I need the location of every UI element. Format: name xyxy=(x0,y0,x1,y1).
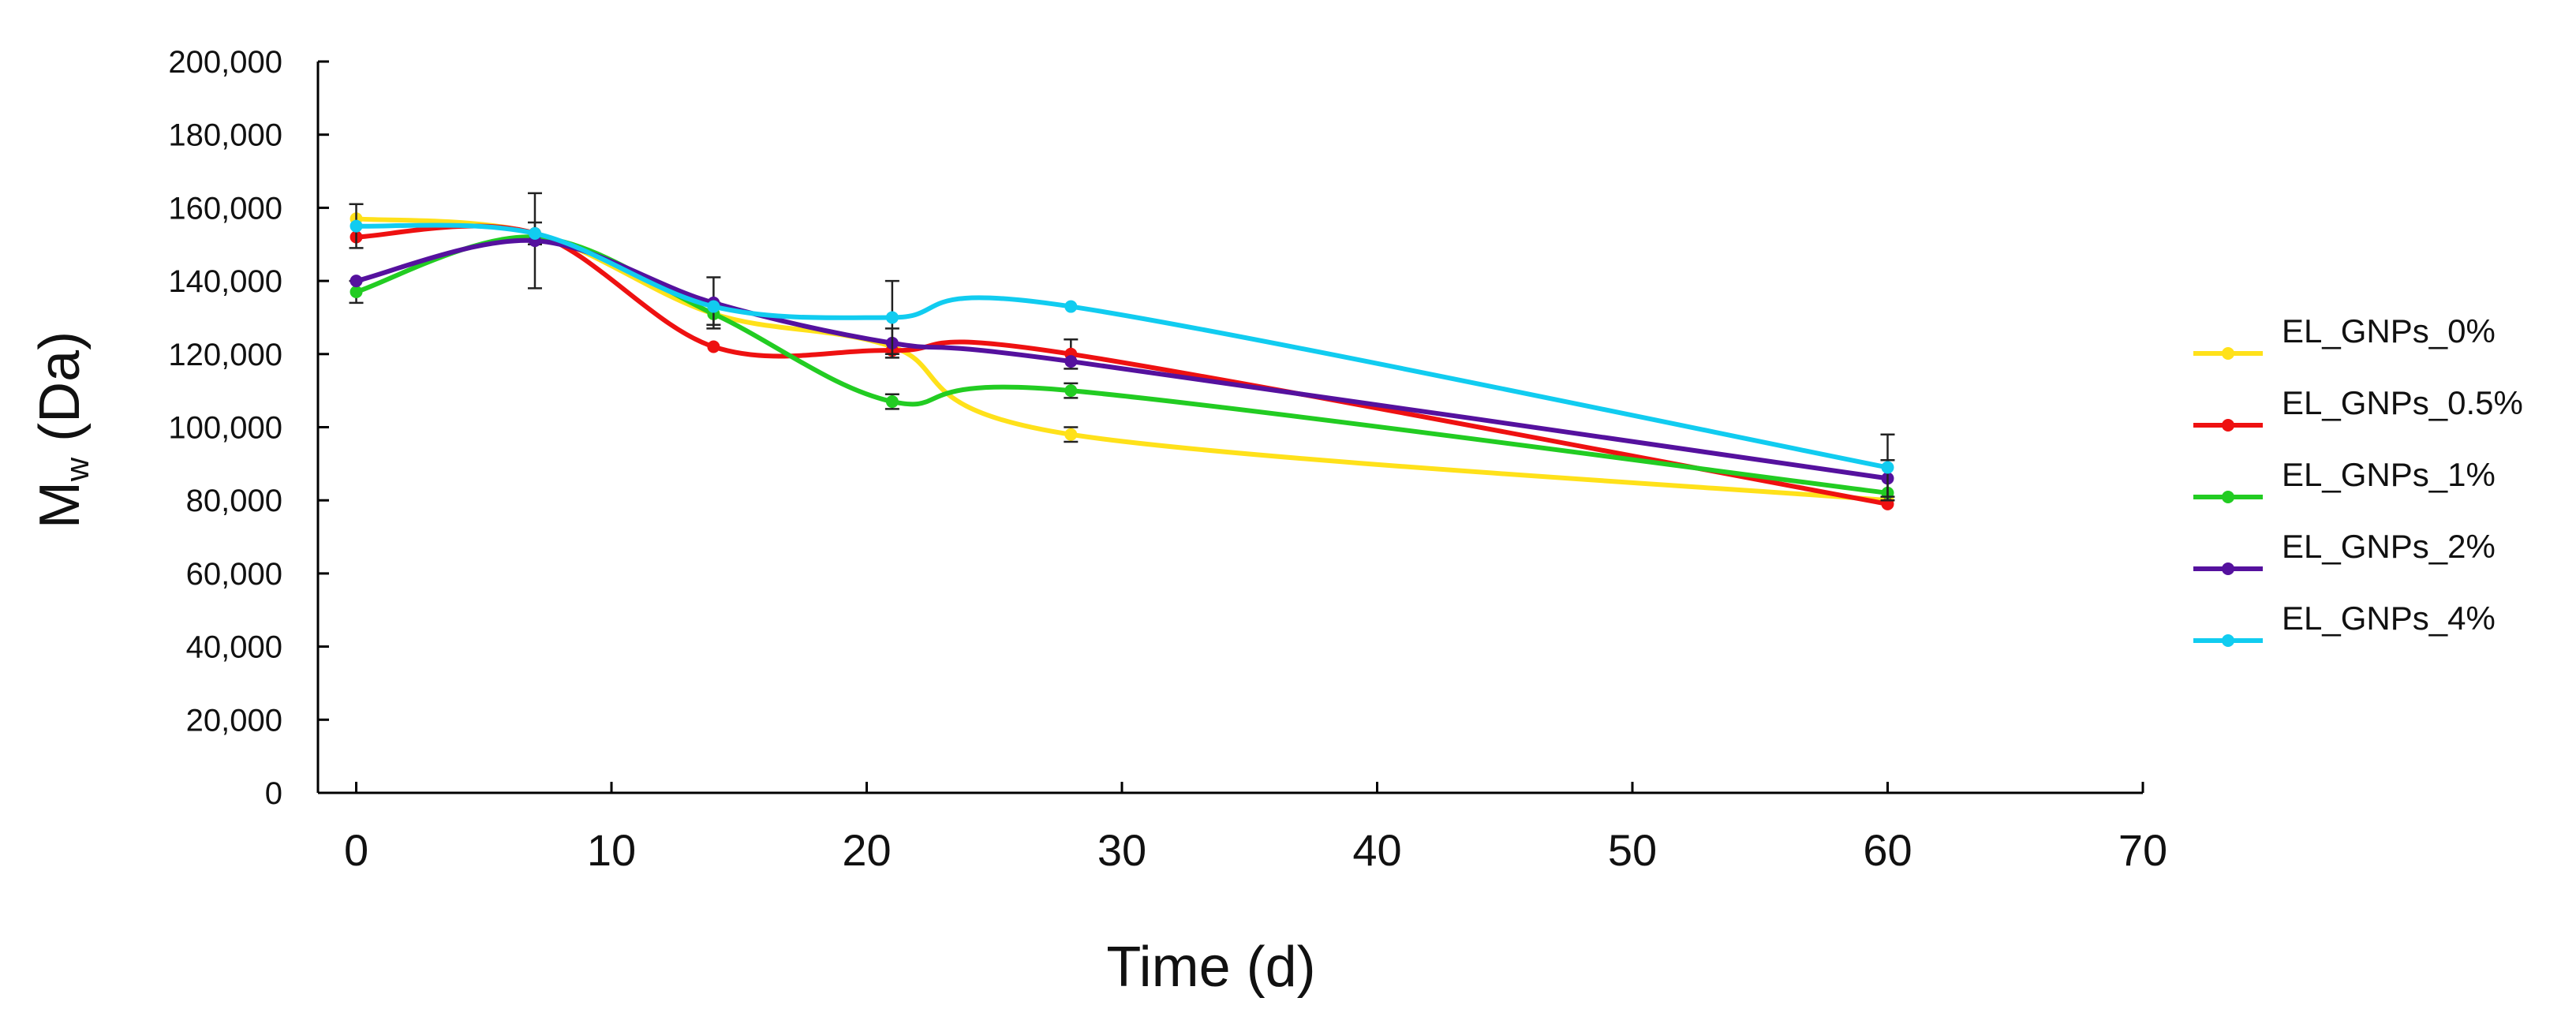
x-tick-label: 40 xyxy=(1352,825,1401,875)
data-point xyxy=(707,340,720,353)
series-EL_GNPs_4% xyxy=(349,203,1895,502)
legend-label: EL_GNPs_2% xyxy=(2282,528,2496,565)
y-tick-label: 0 xyxy=(265,776,282,811)
y-axis-title-subscript: w xyxy=(58,457,95,482)
data-point xyxy=(350,275,363,288)
data-point xyxy=(350,286,363,299)
legend-label: EL_GNPs_1% xyxy=(2282,456,2496,493)
y-tick-label: 200,000 xyxy=(168,45,282,80)
y-ticks: 0 20,000 40,000 60,000 80,000 100,000 120,000 1… xyxy=(168,45,329,811)
data-point xyxy=(885,395,899,409)
legend-swatch-marker xyxy=(2222,419,2234,432)
legend-item: EL_GNPs_1% xyxy=(2193,456,2496,503)
y-tick-label: 120,000 xyxy=(168,338,282,372)
legend-swatch-marker xyxy=(2222,562,2234,575)
x-ticks: 0 10 20 30 40 50 60 70 xyxy=(344,782,2167,875)
y-tick-label: 160,000 xyxy=(168,191,282,226)
data-point xyxy=(1064,300,1078,313)
legend-swatch-marker xyxy=(2222,347,2234,360)
y-tick-label: 180,000 xyxy=(168,118,282,153)
legend-label: EL_GNPs_4% xyxy=(2282,600,2496,637)
y-tick-label: 60,000 xyxy=(186,557,282,592)
y-axis-title-main: M xyxy=(28,481,92,529)
y-tick-label: 20,000 xyxy=(186,703,282,738)
x-tick-label: 0 xyxy=(344,825,368,875)
data-point xyxy=(1881,461,1894,474)
y-axis-title: Mw (Da) xyxy=(28,331,95,529)
legend-swatch-marker xyxy=(2222,634,2234,647)
x-tick-label: 60 xyxy=(1863,825,1912,875)
data-point xyxy=(1064,428,1078,441)
x-tick-label: 20 xyxy=(842,825,891,875)
legend-item: EL_GNPs_4% xyxy=(2193,600,2496,647)
series-EL_GNPs_1% xyxy=(349,230,1894,499)
y-tick-label: 40,000 xyxy=(186,630,282,665)
y-axis-title-unit: (Da) xyxy=(28,331,92,458)
y-tick-label: 140,000 xyxy=(168,264,282,299)
data-point xyxy=(528,226,541,240)
legend: EL_GNPs_0% EL_GNPs_0.5% EL_GNPs_1% EL_GNPs_… xyxy=(2193,312,2523,647)
y-tick-label: 80,000 xyxy=(186,484,282,518)
legend-swatch-marker xyxy=(2222,491,2234,503)
x-tick-label: 10 xyxy=(587,825,636,875)
x-tick-label: 70 xyxy=(2118,825,2167,875)
data-point xyxy=(350,219,363,233)
data-point xyxy=(707,300,720,313)
axes xyxy=(316,62,2143,794)
data-point xyxy=(885,311,899,324)
legend-item: EL_GNPs_0.5% xyxy=(2193,384,2523,432)
x-tick-label: 30 xyxy=(1097,825,1146,875)
data-point xyxy=(1064,355,1078,368)
legend-item: EL_GNPs_2% xyxy=(2193,528,2496,575)
series-EL_GNPs_2% xyxy=(350,192,1895,498)
series-layer xyxy=(349,192,1895,510)
data-point xyxy=(1064,384,1078,398)
legend-item: EL_GNPs_0% xyxy=(2193,312,2496,360)
x-tick-label: 50 xyxy=(1608,825,1657,875)
x-axis-title: Time (d) xyxy=(1106,936,1315,999)
series-line xyxy=(355,234,1888,495)
y-tick-label: 100,000 xyxy=(168,411,282,446)
legend-label: EL_GNPs_0% xyxy=(2282,312,2496,349)
legend-label: EL_GNPs_0.5% xyxy=(2282,384,2523,421)
